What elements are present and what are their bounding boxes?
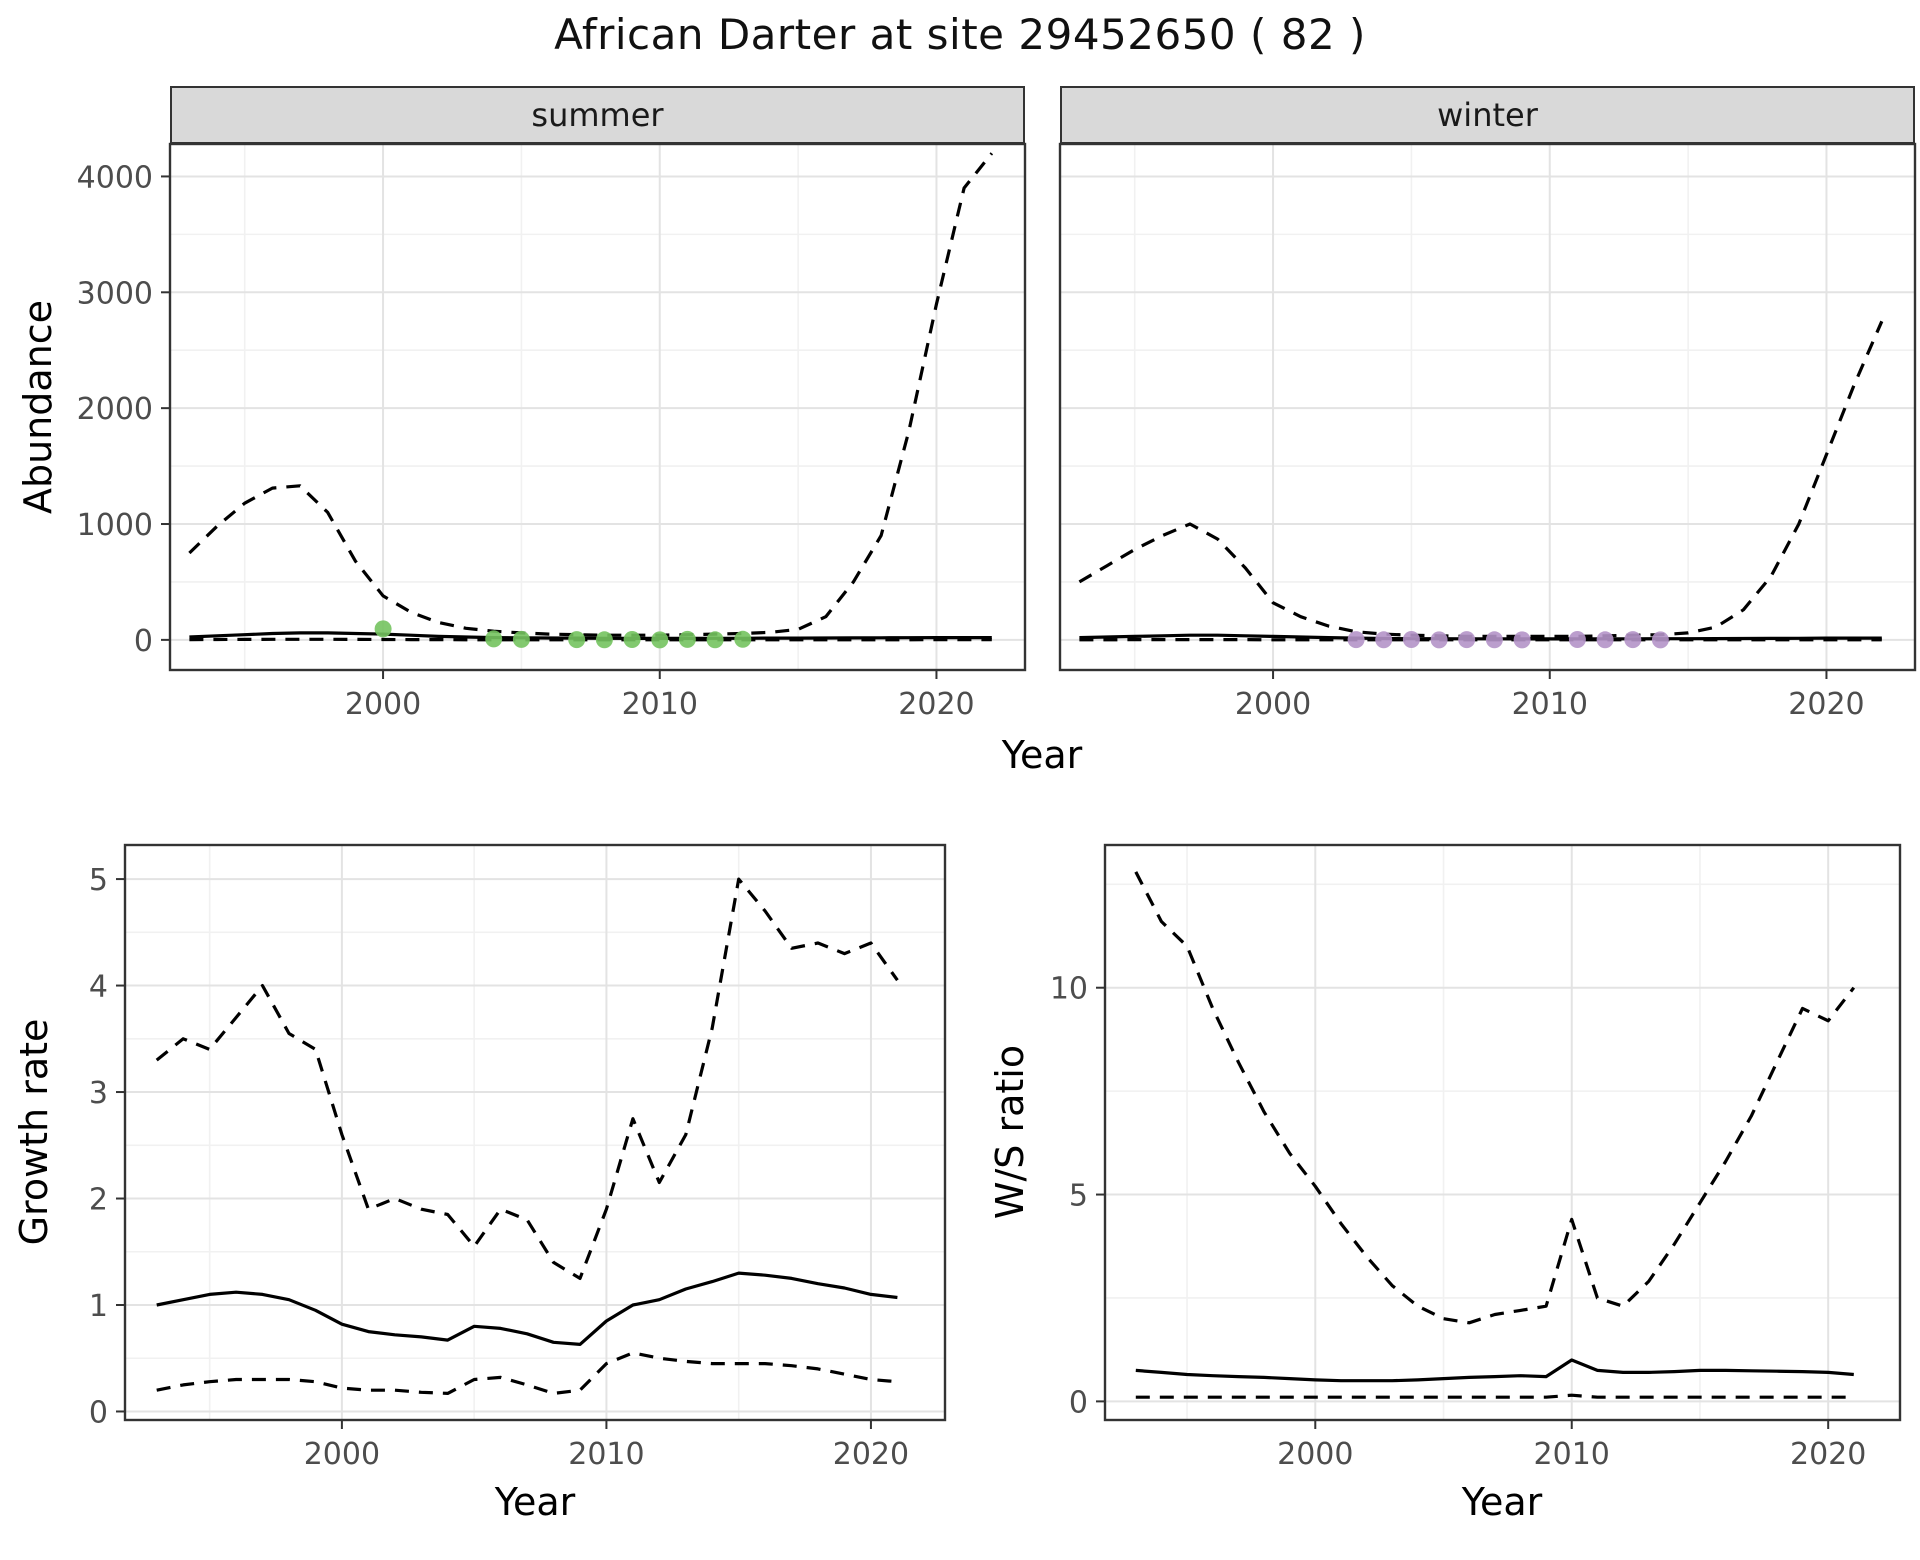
svg-text:1: 1 <box>89 1289 108 1324</box>
growth-rate-axis-title: Growth rate <box>12 1018 56 1246</box>
top-x-axis-title: Year <box>1001 733 1083 777</box>
abundance-axis-title: Abundance <box>16 299 60 515</box>
svg-text:0: 0 <box>89 1395 108 1430</box>
svg-text:5: 5 <box>1069 1179 1088 1214</box>
svg-text:3000: 3000 <box>77 276 153 311</box>
ws-x-axis-title: Year <box>1461 1480 1543 1524</box>
svg-text:2010: 2010 <box>1534 1437 1610 1472</box>
facet-label-winter: winter <box>1437 96 1538 134</box>
svg-text:2000: 2000 <box>1277 1437 1353 1472</box>
svg-text:2000: 2000 <box>345 687 421 722</box>
svg-text:2020: 2020 <box>1788 687 1864 722</box>
svg-text:5: 5 <box>89 863 108 898</box>
svg-text:2000: 2000 <box>304 1437 380 1472</box>
svg-text:2: 2 <box>89 1183 108 1218</box>
chart-title: African Darter at site 29452650 ( 82 ) <box>554 10 1366 59</box>
svg-text:2010: 2010 <box>568 1437 644 1472</box>
svg-text:2000: 2000 <box>77 392 153 427</box>
svg-text:2020: 2020 <box>1790 1437 1866 1472</box>
growth-x-axis-title: Year <box>494 1480 576 1524</box>
svg-text:4: 4 <box>89 970 108 1005</box>
svg-text:1000: 1000 <box>77 508 153 543</box>
facet-label-summer: summer <box>531 96 664 134</box>
ws-ratio-axis-title: W/S ratio <box>988 1044 1032 1220</box>
svg-text:4000: 4000 <box>77 160 153 195</box>
svg-text:0: 0 <box>134 624 153 659</box>
svg-text:3: 3 <box>89 1076 108 1111</box>
facet-strip-summer: summer <box>170 86 1025 144</box>
svg-text:2020: 2020 <box>898 687 974 722</box>
svg-text:2000: 2000 <box>1235 687 1311 722</box>
svg-text:10: 10 <box>1050 972 1088 1007</box>
svg-text:2010: 2010 <box>1512 687 1588 722</box>
svg-text:2020: 2020 <box>833 1437 909 1472</box>
svg-text:0: 0 <box>1069 1385 1088 1420</box>
svg-text:2010: 2010 <box>622 687 698 722</box>
facet-strip-winter: winter <box>1060 86 1915 144</box>
